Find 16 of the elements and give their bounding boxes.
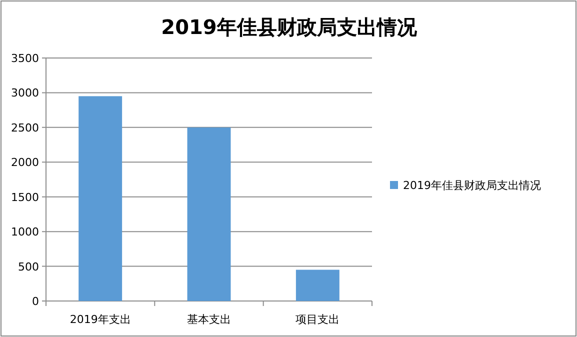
- y-tick-label: 0: [32, 295, 39, 308]
- bar: [78, 96, 122, 301]
- y-tick-label: 3500: [11, 52, 39, 65]
- legend-label: 2019年佳县财政局支出情况: [403, 179, 541, 192]
- y-tick-label: 3000: [11, 86, 39, 100]
- y-tick-label: 2000: [11, 156, 39, 170]
- x-tick-label: 2019年支出: [70, 313, 131, 326]
- y-tick-label: 500: [18, 260, 39, 274]
- bar: [187, 127, 231, 301]
- y-tick-label: 2500: [11, 121, 39, 134]
- bar: [296, 270, 340, 301]
- y-tick-label: 1000: [11, 226, 39, 239]
- chart-title: 2019年佳县财政局支出情况: [161, 15, 418, 39]
- x-tick-label: 基本支出: [187, 313, 231, 326]
- x-tick-label: 项目支出: [296, 313, 340, 326]
- y-tick-label: 1500: [11, 190, 39, 204]
